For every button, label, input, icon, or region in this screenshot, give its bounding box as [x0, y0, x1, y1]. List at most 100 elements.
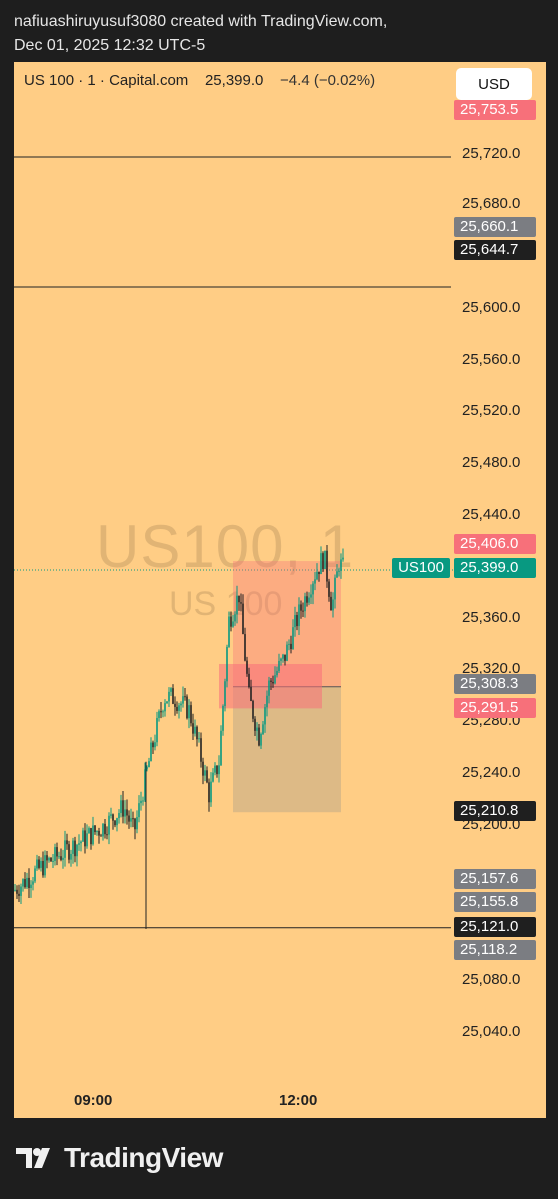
candle-body — [232, 621, 234, 627]
price-tick: 25,600.0 — [462, 299, 521, 316]
candle-body — [158, 711, 160, 719]
candle-body — [328, 581, 330, 597]
candle-body — [316, 571, 318, 580]
candle-body — [334, 577, 336, 600]
candle-body — [26, 877, 28, 888]
price-label: 25,660.1 — [454, 217, 536, 237]
candle-body — [32, 881, 34, 885]
symbol-legend[interactable]: US 100 · 1 · Capital.com 25,399.0 −4.4 (… — [24, 72, 376, 89]
candle-body — [268, 680, 270, 696]
candle-body — [338, 570, 340, 572]
candle-body — [264, 707, 266, 725]
candle-body — [150, 742, 152, 762]
candle-body — [98, 830, 100, 836]
candle-body — [132, 818, 134, 820]
candle-body — [288, 643, 290, 645]
price-tick: 25,320.0 — [462, 660, 521, 677]
candle-body — [204, 770, 206, 776]
candle-body — [110, 814, 112, 816]
candle-body — [94, 825, 96, 833]
candle-body — [120, 800, 122, 814]
price-label-high: 25,753.5 — [454, 100, 536, 120]
candle-body — [290, 643, 292, 650]
price-label-level: 25,121.0 — [454, 917, 536, 937]
candle-body — [64, 840, 66, 858]
candle-body — [286, 644, 288, 661]
candle-body — [308, 597, 310, 603]
candle-body — [200, 738, 202, 762]
candle-body — [62, 857, 64, 860]
candle-body — [68, 844, 70, 860]
candle-body — [118, 813, 120, 819]
candle-body — [160, 711, 162, 713]
candle-body — [130, 818, 132, 822]
candle-body — [80, 841, 82, 844]
candle-body — [176, 706, 178, 711]
candle-body — [272, 681, 274, 684]
candle-body — [96, 830, 98, 833]
candle-body — [336, 571, 338, 578]
candle-body — [88, 828, 90, 834]
candle-body — [242, 603, 244, 635]
currency-button[interactable]: USD — [456, 68, 532, 100]
candle-body — [138, 803, 140, 818]
candle-body — [276, 670, 278, 676]
timestamp-line: Dec 01, 2025 12:32 UTC-5 — [14, 37, 206, 54]
candle-body — [24, 879, 26, 888]
candle-body — [248, 673, 250, 688]
candle-body — [122, 800, 124, 817]
candle-body — [322, 553, 324, 569]
candle-body — [70, 853, 72, 860]
candle-body — [108, 815, 110, 835]
candle-body — [182, 696, 184, 704]
candle-body — [292, 627, 294, 650]
candle-body — [310, 594, 312, 598]
candle-body — [188, 705, 190, 719]
candle-body — [18, 893, 20, 896]
time-label: 09:00 — [74, 1092, 113, 1109]
candle-body — [166, 701, 168, 704]
tradingview-logo[interactable]: TradingView — [16, 1142, 223, 1174]
candle-body — [46, 855, 48, 861]
legend-price: 25,399.0 — [204, 72, 264, 89]
candle-body — [284, 654, 286, 661]
legend-symbol: US 100 — [24, 72, 75, 89]
chart-area[interactable]: US100, 1 US 100 US 100 · 1 · Capital.com… — [14, 62, 546, 1118]
candle-body — [168, 691, 170, 702]
candle-body — [280, 658, 282, 661]
candle-body — [60, 856, 62, 860]
candle-body — [170, 688, 172, 692]
candle-body — [274, 675, 276, 684]
candle-body — [144, 769, 146, 801]
candle-body — [100, 835, 102, 837]
candle-body — [54, 847, 56, 861]
candle-body — [42, 860, 44, 876]
price-tick: 25,080.0 — [462, 971, 521, 988]
candle-body — [20, 886, 22, 896]
price-label: 25,157.6 — [454, 869, 536, 889]
candle-body — [202, 761, 204, 776]
candle-body — [48, 857, 50, 861]
candle-body — [56, 847, 58, 857]
candle-body — [296, 615, 298, 627]
candle-body — [266, 695, 268, 708]
candle-body — [104, 823, 106, 835]
candle-body — [174, 703, 176, 707]
candle-body — [106, 834, 108, 836]
candle-body — [256, 727, 258, 731]
price-tick: 25,680.0 — [462, 195, 521, 212]
candle-body — [90, 828, 92, 845]
candle-body — [314, 579, 316, 584]
candle-body — [220, 730, 222, 766]
candle-body — [270, 680, 272, 682]
candle-body — [278, 660, 280, 671]
candle-body — [128, 815, 130, 822]
candle-body — [178, 705, 180, 711]
candle-body — [22, 879, 24, 887]
price-chart[interactable] — [14, 62, 546, 1118]
candle-body — [156, 718, 158, 743]
candle-body — [74, 840, 76, 857]
candle-body — [228, 616, 230, 647]
candle-body — [44, 855, 46, 876]
candle-body — [112, 814, 114, 821]
